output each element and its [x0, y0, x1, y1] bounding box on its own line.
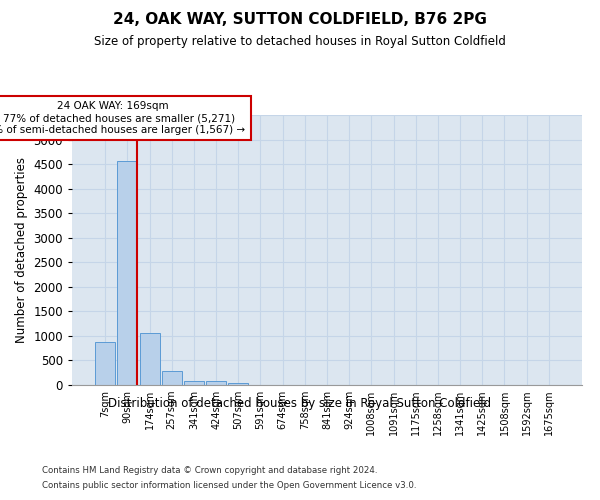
Text: Size of property relative to detached houses in Royal Sutton Coldfield: Size of property relative to detached ho… [94, 35, 506, 48]
Bar [184, 381, 204, 385]
Bar [95, 342, 115, 385]
Text: Distribution of detached houses by size in Royal Sutton Coldfield: Distribution of detached houses by size … [109, 398, 491, 410]
Text: Contains HM Land Registry data © Crown copyright and database right 2024.: Contains HM Land Registry data © Crown c… [42, 466, 377, 475]
Bar [206, 381, 226, 385]
Bar [228, 382, 248, 385]
Y-axis label: Number of detached properties: Number of detached properties [15, 157, 28, 343]
Bar [118, 161, 137, 385]
Text: 24 OAK WAY: 169sqm
← 77% of detached houses are smaller (5,271)
23% of semi-deta: 24 OAK WAY: 169sqm ← 77% of detached hou… [0, 102, 245, 134]
Bar [162, 371, 182, 385]
Text: Contains public sector information licensed under the Open Government Licence v3: Contains public sector information licen… [42, 481, 416, 490]
Text: 24, OAK WAY, SUTTON COLDFIELD, B76 2PG: 24, OAK WAY, SUTTON COLDFIELD, B76 2PG [113, 12, 487, 28]
Bar [140, 333, 160, 385]
